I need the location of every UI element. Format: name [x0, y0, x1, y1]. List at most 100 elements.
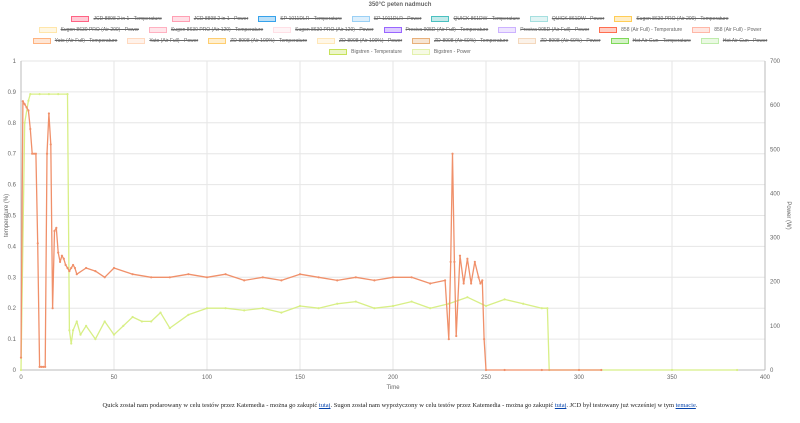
legend-swatch — [599, 27, 618, 33]
legend-swatch — [127, 38, 146, 44]
data-point — [45, 152, 49, 155]
legend-item[interactable]: QUICK 861DW - Temperature — [431, 14, 520, 24]
data-point — [484, 304, 488, 308]
data-point — [60, 254, 64, 257]
data-point — [473, 260, 476, 263]
data-point — [429, 282, 432, 285]
legend-item[interactable]: JCD 8898 2 in 1 - Temperature — [71, 14, 162, 24]
legend-item[interactable]: Hot Air Gun - Power — [700, 36, 767, 46]
legend-label: Sugon 8630 PRO (Air 200) - Power — [60, 27, 139, 33]
data-point — [317, 276, 320, 279]
legend-item[interactable]: ZD-8908 (Air 60%) - Power — [518, 36, 601, 46]
legend-label: QUICK 861DW - Power — [551, 16, 605, 22]
legend-swatch — [148, 27, 167, 33]
y-right-tick-label: 0 — [770, 368, 774, 374]
data-point — [32, 152, 36, 155]
y-right-tick-label: 400 — [770, 191, 781, 197]
legend-item[interactable]: Hot Air Gun - Temperature — [610, 36, 691, 46]
data-point — [443, 279, 447, 282]
legend-item[interactable]: Yato (Air Full) - Temperature — [32, 36, 117, 46]
legend-item[interactable]: ZD-8908 (Air 100%) - Power — [317, 36, 402, 46]
data-point — [38, 365, 41, 369]
data-point — [68, 270, 71, 273]
legend-label: Hot Air Gun - Temperature — [632, 38, 691, 44]
data-point — [168, 326, 171, 330]
data-point — [243, 279, 246, 282]
data-point — [44, 365, 47, 369]
data-point — [140, 320, 143, 323]
legend-swatch — [610, 38, 629, 44]
footer-note: Quick został nam podarowany w celu testó… — [0, 402, 800, 409]
legend-item[interactable]: Preciva 905D (Air Full) - Power — [498, 25, 589, 35]
y-axis-left-title: temperature (%) — [4, 194, 10, 237]
data-point — [150, 276, 153, 279]
x-tick-label: 0 — [19, 375, 23, 381]
legend-item[interactable]: 858 (Air Full) - Power — [692, 25, 761, 35]
legend-item[interactable]: Sugon 8630 PRO (Air 200) - Temperature — [614, 14, 729, 24]
data-point — [150, 320, 153, 323]
legend-item[interactable]: QUICK 861DW - Power — [529, 14, 605, 24]
legend-swatch — [71, 16, 90, 22]
y-left-tick-label: 0.2 — [8, 306, 17, 312]
data-point — [122, 324, 125, 327]
data-point — [79, 333, 82, 336]
legend-swatch — [411, 49, 430, 55]
y-left-tick-label: 0.9 — [8, 90, 17, 96]
footer-text-4: . — [695, 402, 698, 409]
data-point — [49, 143, 52, 146]
y-right-tick-label: 600 — [770, 103, 781, 109]
data-point — [34, 152, 37, 155]
data-point — [31, 152, 34, 155]
legend-item[interactable]: SP-1011DLR - Power — [351, 14, 421, 24]
data-point — [38, 93, 41, 96]
legend-label: 858 (Air Full) - Power — [714, 27, 762, 33]
legend-item[interactable]: Bigstren - Power — [411, 47, 471, 57]
legend-item[interactable]: Sugon 8630 PRO (Air 120) - Power — [273, 25, 374, 35]
legend-label: ZD-8908 (Air 100%) - Power — [339, 38, 403, 44]
data-point — [540, 368, 543, 372]
legend-item[interactable]: Sugon 8630 PRO (Air 120) - Temperature — [148, 25, 263, 35]
data-point — [503, 298, 506, 301]
footer-link-sugon[interactable]: tutaj — [554, 402, 567, 409]
legend-swatch — [692, 27, 711, 33]
data-point — [298, 304, 302, 308]
y-right-tick-label: 300 — [770, 236, 781, 242]
data-point — [280, 311, 283, 314]
legend-item[interactable]: Bigstren - Temperature — [329, 47, 402, 57]
footer-text-1: Quick został nam podarowany w celu testó… — [102, 402, 319, 409]
legend-item[interactable]: SP-1011DLR - Temperature — [258, 14, 342, 24]
x-tick-label: 350 — [667, 375, 678, 381]
legend-item[interactable]: Sugon 8630 PRO (Air 200) - Power — [38, 25, 139, 35]
legend-item[interactable]: Yato (Air Full) - Power — [127, 36, 198, 46]
data-point — [470, 282, 473, 285]
data-point — [354, 276, 357, 279]
legend-label: QUICK 861DW - Temperature — [453, 16, 520, 22]
data-point — [391, 276, 395, 279]
footer-link-jcd-topic[interactable]: temacie — [675, 402, 696, 409]
data-point — [280, 279, 283, 282]
data-point — [53, 229, 56, 233]
data-point — [354, 300, 357, 303]
legend-label: Bigstren - Temperature — [351, 49, 402, 55]
footer-link-quick[interactable]: tutaj — [318, 402, 331, 409]
data-point — [458, 254, 462, 257]
legend-label: ZD-8908 (Air 100%) - Temperature — [230, 38, 308, 44]
data-point — [205, 307, 209, 310]
data-point — [317, 307, 320, 310]
y-left-tick-label: 0.7 — [8, 152, 17, 158]
legend-swatch — [412, 38, 431, 44]
legend-item[interactable]: ZD-8908 (Air 60%) - Temperature — [412, 36, 508, 46]
legend-item[interactable]: JCD 8898 2 in 1 - Power — [171, 14, 249, 24]
legend-swatch — [351, 16, 370, 22]
data-point — [58, 260, 62, 263]
legend-label: Preciva 905D (Air Full) - Temperature — [405, 27, 489, 33]
legend-label: JCD 8898 2 in 1 - Power — [193, 16, 249, 22]
data-point — [483, 338, 486, 341]
legend-item[interactable]: ZD-8908 (Air 100%) - Temperature — [208, 36, 307, 46]
legend-item[interactable]: Preciva 905D (Air Full) - Temperature — [383, 25, 489, 35]
data-point — [112, 266, 116, 270]
data-point — [484, 368, 488, 372]
data-point — [75, 320, 78, 323]
data-point — [540, 307, 543, 310]
legend-item[interactable]: 858 (Air Full) - Temperature — [599, 25, 682, 35]
